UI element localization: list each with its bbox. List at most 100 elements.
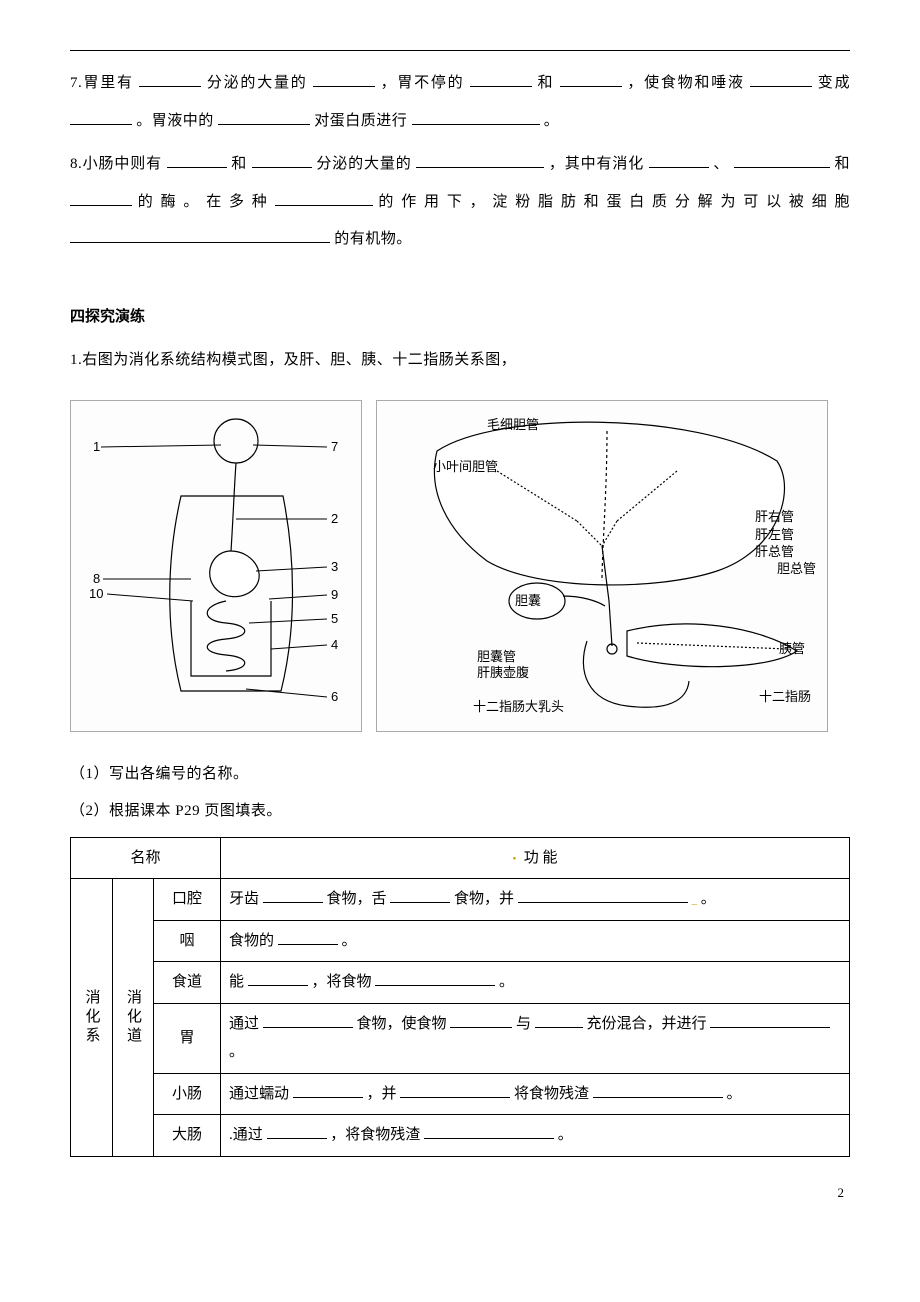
- organ-0: 口腔: [154, 879, 221, 921]
- fig2-lbl-5: 胆总管: [777, 561, 816, 576]
- fig2-lbl-2: 肝右管: [755, 509, 794, 524]
- q7-t2: ，胃不停的: [381, 75, 465, 91]
- q7-blank-5[interactable]: [750, 71, 812, 87]
- th-name: 名称: [71, 837, 221, 879]
- q8-t5: 和: [834, 156, 850, 172]
- f4-0: 通过蠕动: [229, 1086, 289, 1102]
- q8-t2: 分泌的大量的: [316, 156, 411, 172]
- f0-2: 食物，并: [454, 891, 514, 907]
- fig1-label-2: 2: [331, 511, 338, 526]
- f1-1: 。: [342, 933, 357, 949]
- section-4-sub2: （2）根据课本 P29 页图填表。: [70, 793, 850, 831]
- fig2-lbl-11: 十二指肠: [759, 689, 811, 704]
- table-row: 大肠 .通过 ，将食物残渣 。: [71, 1115, 850, 1157]
- th-func-text: 功 能: [524, 850, 558, 866]
- section-4-title: 四探究演练: [70, 299, 850, 337]
- q8-blank-7[interactable]: [275, 190, 373, 206]
- f4-3: 。: [727, 1086, 742, 1102]
- f4-b3[interactable]: [593, 1082, 723, 1098]
- table-row: 胃 通过 食物，使食物 与 充份混合，并进行 。: [71, 1003, 850, 1073]
- f4-b2[interactable]: [400, 1082, 510, 1098]
- fig2-lbl-9: 胰管: [779, 641, 805, 656]
- organ-4: 小肠: [154, 1073, 221, 1115]
- func-5: .通过 ，将食物残渣 。: [221, 1115, 850, 1157]
- f5-1: ，将食物残渣: [330, 1127, 420, 1143]
- organ-5: 大肠: [154, 1115, 221, 1157]
- q7-blank-6[interactable]: [70, 109, 132, 125]
- q8-blank-2[interactable]: [252, 152, 312, 168]
- f3-b3[interactable]: [535, 1012, 583, 1028]
- q7-t3: 和: [538, 75, 555, 91]
- f0-1: 食物，舌: [327, 891, 387, 907]
- fig1-label-10: 10: [89, 586, 103, 601]
- f3-b4[interactable]: [710, 1012, 830, 1028]
- fig2-lbl-6: 胆囊: [515, 593, 541, 608]
- f3-3: 充份混合，并进行: [587, 1016, 707, 1032]
- table-header-row: 名称 • 功 能: [71, 837, 850, 879]
- f2-b2[interactable]: [375, 970, 495, 986]
- func-4: 通过蠕动 ，并 将食物残渣 。: [221, 1073, 850, 1115]
- f4-1: ，并: [367, 1086, 397, 1102]
- f2-1: ，将食物: [312, 974, 372, 990]
- q8-blank-3[interactable]: [416, 152, 544, 168]
- q8-t1: 和: [231, 156, 247, 172]
- q8-blank-5[interactable]: [734, 152, 830, 168]
- q8-blank-1[interactable]: [167, 152, 227, 168]
- func-2: 能 ，将食物 。: [221, 962, 850, 1004]
- section-4-sub1: （1）写出各编号的名称。: [70, 756, 850, 794]
- f5-b2[interactable]: [424, 1123, 554, 1139]
- f3-2: 与: [516, 1016, 531, 1032]
- q7-t6: 。胃液中的: [136, 113, 214, 129]
- fig1-label-5: 5: [331, 611, 338, 626]
- f4-b1[interactable]: [293, 1082, 363, 1098]
- fig1-label-4: 4: [331, 637, 338, 652]
- figures-row: 1 8 10 7 2 3 9 5 4: [70, 400, 850, 732]
- fig2-lbl-4: 肝总管: [755, 544, 794, 559]
- q7-blank-4[interactable]: [560, 71, 622, 87]
- q8-blank-4[interactable]: [649, 152, 709, 168]
- f2-b1[interactable]: [248, 970, 308, 986]
- q8-blank-6[interactable]: [70, 190, 132, 206]
- fig1-label-8: 8: [93, 571, 100, 586]
- f0-b1[interactable]: [263, 887, 323, 903]
- fig1-label-9: 9: [331, 587, 338, 602]
- q7-blank-7[interactable]: [218, 109, 310, 125]
- q7-t5: 变成: [818, 75, 850, 91]
- f3-b1[interactable]: [263, 1012, 353, 1028]
- fig2-lbl-7: 胆囊管: [477, 649, 516, 664]
- f0-b3[interactable]: [518, 887, 688, 903]
- dot-icon: •: [512, 853, 516, 865]
- q7-blank-2[interactable]: [313, 71, 375, 87]
- top-rule: [70, 50, 850, 51]
- f3-4: 。: [229, 1044, 244, 1060]
- q8-t8: 的有机物。: [334, 231, 412, 247]
- col-system: 消化系: [71, 879, 113, 1157]
- f4-2: 将食物残渣: [514, 1086, 589, 1102]
- f1-b1[interactable]: [278, 929, 338, 945]
- q7-blank-8[interactable]: [412, 109, 540, 125]
- q7-blank-3[interactable]: [470, 71, 532, 87]
- q7-blank-1[interactable]: [139, 71, 201, 87]
- organ-2: 食道: [154, 962, 221, 1004]
- q7-t4: ，使食物和唾液: [627, 75, 744, 91]
- q7-t7: 对蛋白质进行: [314, 113, 407, 129]
- table-row: 小肠 通过蠕动 ，并 将食物残渣 。: [71, 1073, 850, 1115]
- fig2-lbl-0: 毛细胆管: [487, 417, 539, 432]
- func-1: 食物的 。: [221, 920, 850, 962]
- table-row: 食道 能 ，将食物 。: [71, 962, 850, 1004]
- figure-liver-gallbladder: 毛细胆管 小叶间胆管 肝右管 肝左管 肝总管 胆总管 胆囊 胆囊管 肝胰壶腹 胰…: [376, 400, 828, 732]
- f0-4: 。: [701, 891, 716, 907]
- fig1-label-3: 3: [331, 559, 338, 574]
- f5-0: .通过: [229, 1127, 263, 1143]
- figure-digestive-system: 1 8 10 7 2 3 9 5 4: [70, 400, 362, 732]
- organ-1: 咽: [154, 920, 221, 962]
- f0-b2[interactable]: [390, 887, 450, 903]
- f0-0: 牙齿: [229, 891, 259, 907]
- fig2-lbl-8: 肝胰壶腹: [477, 665, 529, 680]
- f2-2: 。: [499, 974, 514, 990]
- f3-b2[interactable]: [450, 1012, 512, 1028]
- f5-b1[interactable]: [267, 1123, 327, 1139]
- fig2-lbl-1: 小叶间胆管: [433, 459, 498, 474]
- f1-0: 食物的: [229, 933, 274, 949]
- q8-blank-8[interactable]: [70, 227, 330, 243]
